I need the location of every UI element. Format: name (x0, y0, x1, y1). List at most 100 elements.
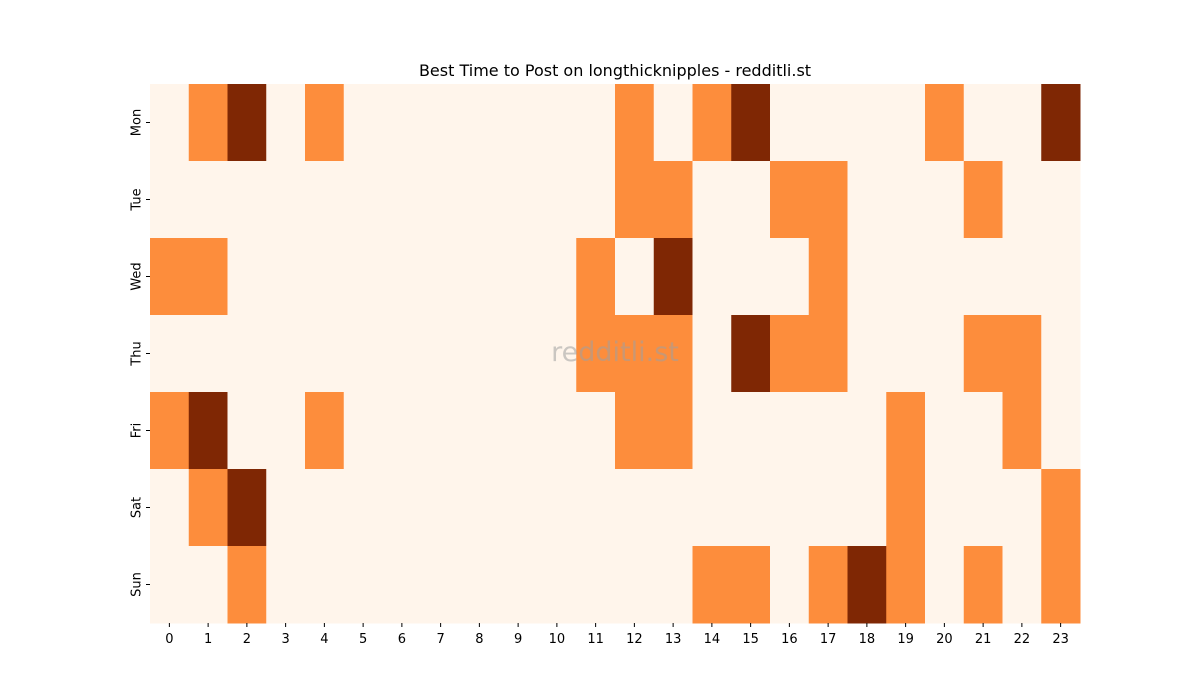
heatmap-cell-tue-11 (576, 161, 616, 239)
heatmap-cell-wed-20 (925, 238, 965, 316)
heatmap-cell-sun-16 (770, 546, 810, 624)
heatmap-cell-thu-18 (847, 315, 887, 393)
heatmap-cell-thu-9 (498, 315, 538, 393)
heatmap-cell-mon-18 (847, 84, 887, 162)
heatmap-cell-fri-21 (963, 392, 1003, 470)
heatmap-cell-sat-21 (963, 469, 1003, 547)
heatmap-cell-thu-16 (770, 315, 810, 393)
heatmap-cell-wed-2 (227, 238, 267, 316)
heatmap-cell-thu-22 (1002, 315, 1042, 393)
heatmap-cell-tue-16 (770, 161, 810, 239)
heatmap-cell-sat-4 (305, 469, 345, 547)
heatmap-cell-sun-20 (925, 546, 965, 624)
heatmap-cell-wed-1 (188, 238, 228, 316)
heatmap-cell-wed-8 (460, 238, 500, 316)
heatmap-cell-fri-4 (305, 392, 345, 470)
heatmap-cell-wed-9 (498, 238, 538, 316)
heatmap-cell-sun-8 (460, 546, 500, 624)
x-tick-label: 19 (897, 632, 914, 647)
heatmap-cell-sat-23 (1041, 469, 1081, 547)
x-axis-ticks: 0 1 2 3 4 5 6 7 8 9 10 11 12 13 14 15 16 17 18 19 20 21 22 23 (165, 623, 1069, 647)
heatmap-cell-sat-2 (227, 469, 267, 547)
heatmap-cell-tue-10 (537, 161, 577, 239)
heatmap-cell-sat-14 (692, 469, 732, 547)
heatmap-cell-sun-2 (227, 546, 267, 624)
x-tick-label: 2 (243, 632, 251, 647)
heatmap-cell-mon-4 (305, 84, 345, 162)
heatmap-cell-mon-14 (692, 84, 732, 162)
x-tick-label: 7 (436, 632, 444, 647)
heatmap-cell-tue-9 (498, 161, 538, 239)
heatmap-cell-tue-5 (343, 161, 383, 239)
heatmap-cell-sun-10 (537, 546, 577, 624)
heatmap-cell-fri-10 (537, 392, 577, 470)
heatmap-cell-fri-9 (498, 392, 538, 470)
x-tick-label: 11 (587, 632, 604, 647)
y-tick-label-mon: Mon (130, 109, 145, 136)
heatmap-cell-fri-15 (731, 392, 771, 470)
heatmap-cell-sat-20 (925, 469, 965, 547)
heatmap-cell-mon-21 (963, 84, 1003, 162)
heatmap-cell-sat-6 (382, 469, 422, 547)
heatmap-cell-fri-12 (615, 392, 655, 470)
heatmap-cell-sun-21 (963, 546, 1003, 624)
heatmap-cell-thu-0 (150, 315, 190, 393)
y-tick-label-sat: Sat (130, 497, 145, 518)
heatmap-cell-tue-1 (188, 161, 228, 239)
heatmap-cell-sun-14 (692, 546, 732, 624)
heatmap-cell-mon-12 (615, 84, 655, 162)
heatmap-cell-mon-23 (1041, 84, 1081, 162)
heatmap-cell-sun-22 (1002, 546, 1042, 624)
heatmap-cell-tue-13 (653, 161, 693, 239)
heatmap-cell-sat-1 (188, 469, 228, 547)
heatmap-cell-wed-18 (847, 238, 887, 316)
heatmap-cell-wed-16 (770, 238, 810, 316)
y-tick-label-thu: Thu (130, 341, 145, 366)
heatmap-cell-sun-9 (498, 546, 538, 624)
heatmap-cell-tue-19 (886, 161, 926, 239)
heatmap-cell-tue-4 (305, 161, 345, 239)
heatmap-cell-mon-8 (460, 84, 500, 162)
heatmap-cell-fri-1 (188, 392, 228, 470)
heatmap-cell-sun-15 (731, 546, 771, 624)
heatmap-cell-wed-3 (266, 238, 306, 316)
heatmap-cell-fri-6 (382, 392, 422, 470)
heatmap-cell-fri-13 (653, 392, 693, 470)
heatmap-cell-thu-15 (731, 315, 771, 393)
y-tick-label-sun: Sun (130, 572, 145, 597)
heatmap-cell-fri-2 (227, 392, 267, 470)
heatmap-cell-wed-10 (537, 238, 577, 316)
heatmap-cell-wed-22 (1002, 238, 1042, 316)
heatmap-cell-thu-5 (343, 315, 383, 393)
x-tick-label: 23 (1052, 632, 1069, 647)
heatmap-cell-tue-14 (692, 161, 732, 239)
heatmap-cell-wed-11 (576, 238, 616, 316)
heatmap-cell-mon-6 (382, 84, 422, 162)
heatmap-cell-wed-5 (343, 238, 383, 316)
heatmap-cell-fri-20 (925, 392, 965, 470)
watermark: redditli.st (551, 337, 679, 368)
x-tick-label: 22 (1014, 632, 1031, 647)
heatmap-cell-sun-1 (188, 546, 228, 624)
heatmap-cell-fri-14 (692, 392, 732, 470)
heatmap-cell-mon-7 (421, 84, 461, 162)
heatmap-cell-fri-5 (343, 392, 383, 470)
x-tick-label: 5 (359, 632, 367, 647)
y-tick-label-fri: Fri (130, 423, 145, 439)
heatmap-cell-mon-16 (770, 84, 810, 162)
y-axis-ticks: Mon Tue Wed Thu Fri Sat Sun (130, 109, 150, 597)
heatmap-cell-fri-23 (1041, 392, 1081, 470)
heatmap-cell-sat-8 (460, 469, 500, 547)
heatmap-cell-sat-11 (576, 469, 616, 547)
heatmap-cell-sat-13 (653, 469, 693, 547)
heatmap-cell-thu-21 (963, 315, 1003, 393)
heatmap-cell-sat-16 (770, 469, 810, 547)
heatmap-cell-fri-18 (847, 392, 887, 470)
heatmap-cell-sat-12 (615, 469, 655, 547)
x-tick-label: 12 (626, 632, 643, 647)
x-tick-label: 4 (320, 632, 328, 647)
heatmap-cell-wed-14 (692, 238, 732, 316)
x-tick-label: 3 (281, 632, 289, 647)
heatmap-cell-sun-0 (150, 546, 190, 624)
heatmap-cell-fri-22 (1002, 392, 1042, 470)
